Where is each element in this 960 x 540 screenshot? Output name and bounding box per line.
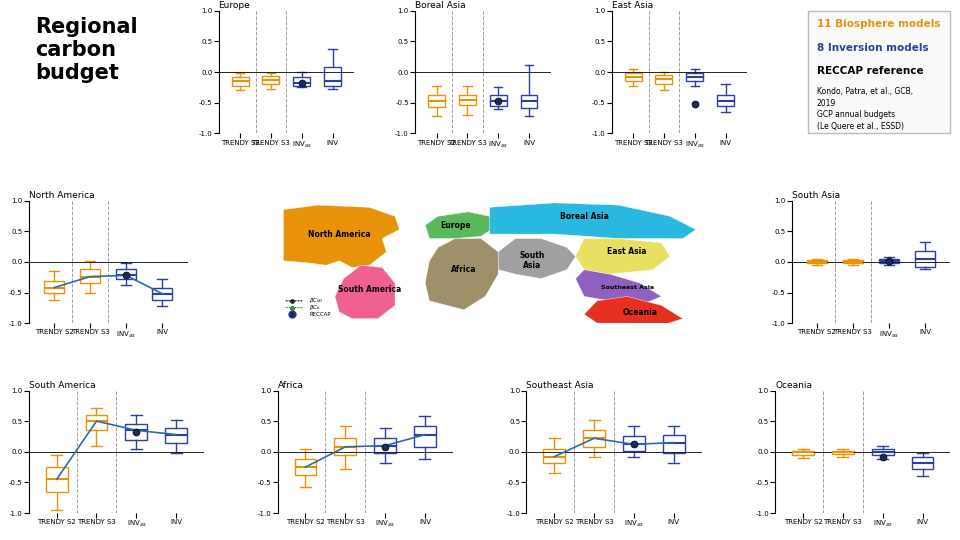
Polygon shape [490, 203, 696, 239]
Text: 11 Biosphere models: 11 Biosphere models [817, 19, 940, 29]
Text: Europe: Europe [219, 1, 251, 10]
Polygon shape [425, 239, 498, 310]
Text: Oceania: Oceania [622, 307, 658, 316]
Text: South
Asia: South Asia [520, 251, 545, 271]
Text: RECCAP reference: RECCAP reference [817, 66, 924, 76]
FancyBboxPatch shape [808, 11, 950, 133]
Text: North America: North America [29, 191, 94, 200]
Text: South America: South America [338, 285, 401, 294]
Text: South America: South America [29, 381, 95, 390]
Text: Regional
carbon
budget: Regional carbon budget [36, 17, 138, 83]
Polygon shape [498, 239, 576, 279]
Polygon shape [283, 205, 399, 267]
Text: Boreal Asia: Boreal Asia [560, 212, 609, 221]
Text: Boreal Asia: Boreal Asia [415, 1, 466, 10]
Text: 8 Inversion models: 8 Inversion models [817, 43, 928, 52]
Text: East Asia: East Asia [608, 247, 647, 256]
Polygon shape [576, 239, 670, 274]
Text: $\beta C_b$: $\beta C_b$ [309, 303, 321, 312]
Text: North America: North America [308, 230, 371, 239]
Text: Oceania: Oceania [775, 381, 812, 390]
Polygon shape [576, 269, 661, 305]
Text: Southeast Asia: Southeast Asia [601, 285, 654, 290]
Text: Africa: Africa [451, 265, 476, 274]
Text: RECCAP: RECCAP [309, 312, 331, 317]
Text: $\beta C_{VD}$: $\beta C_{VD}$ [309, 296, 324, 306]
Text: Africa: Africa [277, 381, 303, 390]
Text: East Asia: East Asia [612, 1, 653, 10]
Text: Kondo, Patra, et al., GCB,
2019
GCP annual budgets
(Le Quere et al., ESSD): Kondo, Patra, et al., GCB, 2019 GCP annu… [817, 87, 913, 131]
Polygon shape [425, 212, 498, 239]
Text: Europe: Europe [440, 221, 470, 230]
Text: Southeast Asia: Southeast Asia [526, 381, 594, 390]
Polygon shape [335, 265, 396, 319]
Polygon shape [584, 296, 683, 326]
Text: South Asia: South Asia [792, 191, 840, 200]
Y-axis label: Net CO$_2$ flux (PgC yr$^{-1}$): Net CO$_2$ flux (PgC yr$^{-1}$) [0, 220, 3, 303]
